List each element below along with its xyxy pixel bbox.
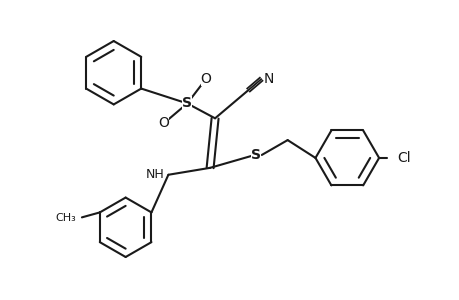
Text: N: N: [263, 72, 274, 86]
Text: NH: NH: [146, 168, 164, 181]
Text: S: S: [182, 96, 192, 110]
Text: CH₃: CH₃: [55, 213, 76, 224]
Text: O: O: [157, 116, 168, 130]
Text: S: S: [250, 148, 260, 162]
Text: Cl: Cl: [396, 151, 410, 165]
Text: O: O: [200, 72, 211, 86]
